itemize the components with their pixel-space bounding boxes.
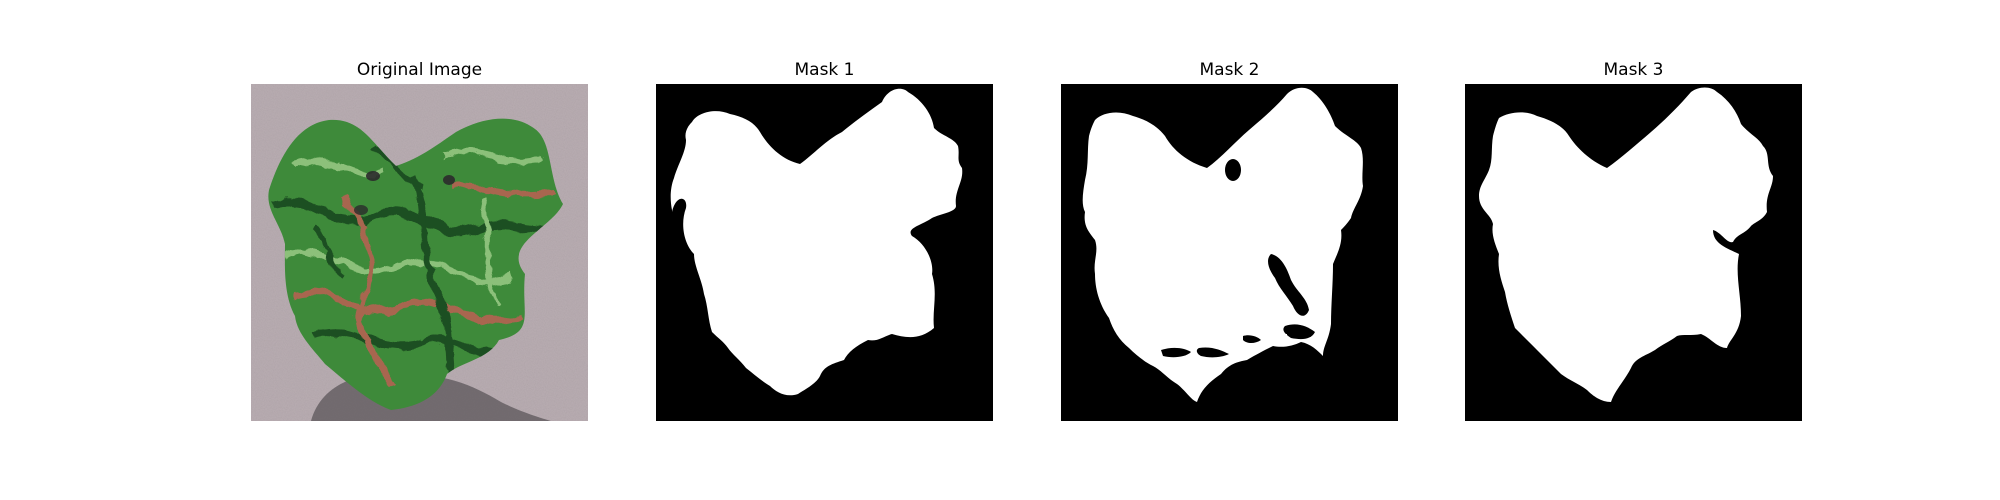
mask-2-panel (1061, 84, 1398, 421)
mask-3-image (1465, 84, 1802, 421)
leaf-photo (251, 84, 588, 421)
mask-2-hole (1225, 159, 1241, 181)
mask-2-hole (1283, 324, 1315, 340)
mask-3-region (1479, 87, 1773, 402)
original-image-panel (251, 84, 588, 421)
panel-title-original: Original Image (356, 60, 483, 80)
panel-title-mask-1: Mask 1 (794, 60, 855, 80)
mask-1-image (656, 84, 993, 421)
mask-2-hole (1268, 254, 1309, 316)
mask-2-speck (1281, 334, 1287, 338)
mask-2-hole (1196, 347, 1229, 358)
mask-2-image (1061, 84, 1398, 421)
mask-3-panel (1465, 84, 1802, 421)
mask-2-hole (1243, 335, 1261, 343)
mask-2-region (1082, 87, 1363, 403)
panel-title-mask-3: Mask 3 (1603, 60, 1664, 80)
panel-title-mask-2: Mask 2 (1199, 60, 1260, 80)
mask-1-panel (656, 84, 993, 421)
mask-1-region (670, 88, 963, 396)
mask-2-speck (1271, 342, 1276, 345)
mask-2-hole (1161, 347, 1191, 358)
